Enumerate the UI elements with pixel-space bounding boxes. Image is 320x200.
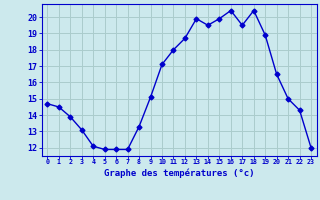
X-axis label: Graphe des températures (°c): Graphe des températures (°c) — [104, 168, 254, 178]
